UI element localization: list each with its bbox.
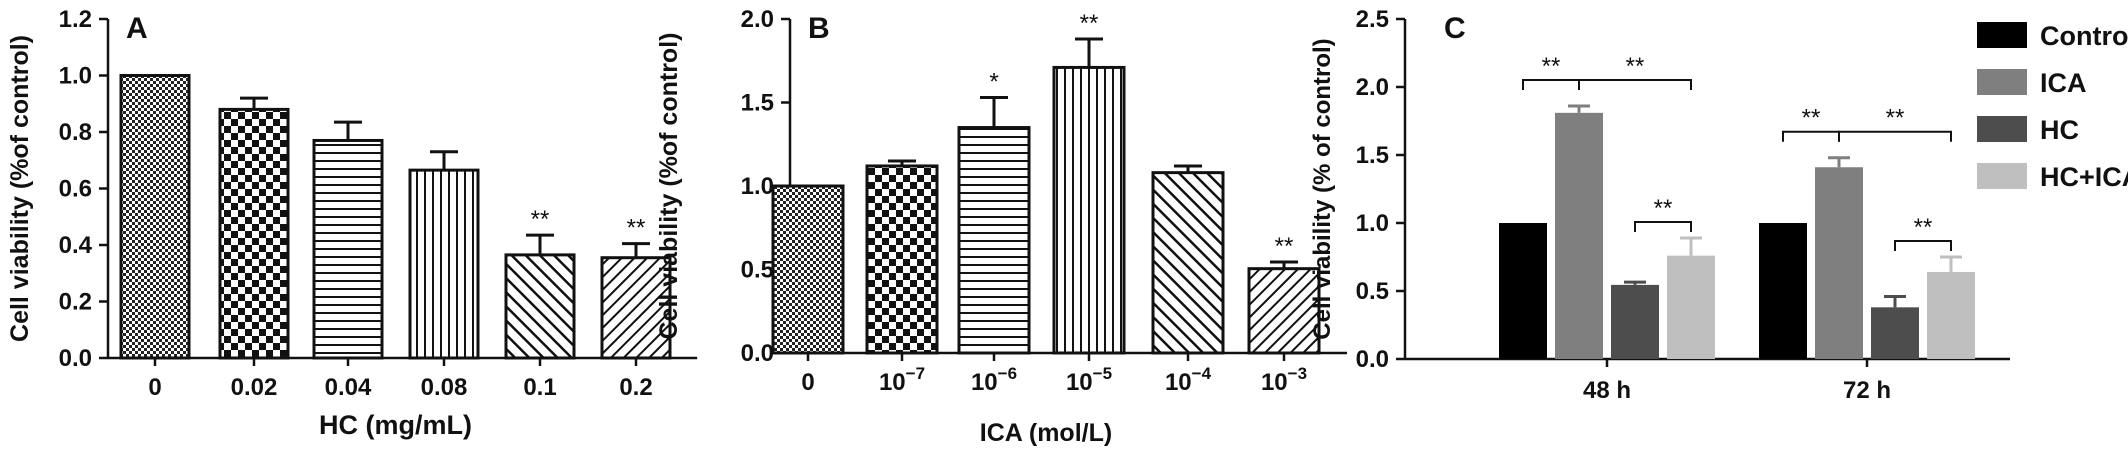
bar bbox=[1815, 167, 1863, 359]
legend: Control ICA HC HC+ICA bbox=[1977, 21, 2128, 192]
x-axis-title: HC (mg/mL) bbox=[319, 410, 472, 440]
x-axis-title: ICA (mol/L) bbox=[980, 419, 1112, 447]
panel-a: A 0.0 0.2 0.4 0.6 0.8 1.0 1.2 Cell viability (%o… bbox=[6, 6, 698, 440]
bar bbox=[1499, 223, 1547, 359]
significance-bracket bbox=[1838, 130, 1952, 142]
legend-swatch bbox=[1977, 69, 2027, 95]
y-tick-label: 1.2 bbox=[59, 6, 92, 33]
legend-swatch bbox=[1977, 163, 2027, 189]
y-tick-label: 0.8 bbox=[59, 119, 92, 146]
y-tick-label: 1.5 bbox=[741, 90, 774, 117]
panel-letter: C bbox=[1444, 12, 1466, 45]
significance-label: ** bbox=[1626, 53, 1645, 80]
legend-swatch bbox=[1977, 116, 2027, 142]
bar bbox=[957, 126, 1031, 355]
significance-label: ** bbox=[1275, 233, 1294, 260]
y-tick-label: 0.5 bbox=[1356, 278, 1389, 305]
x-tick-label: 10−5 bbox=[1066, 364, 1112, 396]
y-tick-label: 0.2 bbox=[59, 289, 92, 316]
significance-bracket bbox=[1634, 220, 1692, 232]
legend-label: ICA bbox=[2040, 68, 2087, 98]
legend-label: HC bbox=[2040, 115, 2079, 145]
bar bbox=[1759, 223, 1807, 359]
bar bbox=[1667, 255, 1715, 359]
x-tick-label: 10−7 bbox=[879, 364, 925, 396]
bar bbox=[1151, 171, 1225, 355]
panel-letter: B bbox=[808, 12, 830, 45]
y-tick-label: 1.0 bbox=[59, 63, 92, 90]
bar bbox=[1871, 307, 1919, 359]
significance-bracket bbox=[1894, 240, 1952, 251]
x-tick-label: 0 bbox=[801, 369, 814, 396]
y-tick-label: 0.0 bbox=[741, 340, 774, 367]
x-tick-label: 0.08 bbox=[421, 374, 468, 401]
significance-label: ** bbox=[1654, 195, 1673, 222]
significance-label: * bbox=[989, 68, 998, 95]
y-tick-label: 2.0 bbox=[741, 6, 774, 33]
panel-c: C 0.0 0.5 1.0 1.5 2.0 2.5 Cell viability (% of … bbox=[1309, 6, 2010, 404]
legend-swatch bbox=[1977, 22, 2027, 48]
bar bbox=[1555, 112, 1603, 359]
bar bbox=[408, 168, 480, 360]
x-tick-label: 0.04 bbox=[325, 374, 372, 401]
y-tick-label: 0.6 bbox=[59, 176, 92, 203]
significance-bracket bbox=[1782, 130, 1840, 142]
y-axis-title: Cell viability (%of control) bbox=[6, 35, 34, 342]
y-tick-label: 1.5 bbox=[1356, 142, 1389, 169]
x-tick-label: 0.1 bbox=[523, 374, 556, 401]
significance-label: ** bbox=[1802, 105, 1821, 132]
significance-label: ** bbox=[1914, 214, 1933, 241]
x-tick-label: 10−3 bbox=[1261, 364, 1307, 396]
y-tick-label: 0.0 bbox=[59, 345, 92, 372]
y-tick-label: 0.4 bbox=[59, 232, 93, 259]
bar bbox=[504, 253, 576, 360]
y-axis-title: Cell viability (% of control) bbox=[1309, 38, 1336, 339]
significance-bracket bbox=[1522, 79, 1580, 91]
bar bbox=[119, 74, 191, 360]
bar bbox=[1611, 284, 1659, 359]
significance-label: ** bbox=[627, 215, 646, 242]
y-tick-label: 0.0 bbox=[1356, 346, 1389, 373]
bar bbox=[771, 184, 845, 355]
significance-label: ** bbox=[1080, 10, 1099, 37]
y-tick-label: 1.0 bbox=[1356, 210, 1389, 237]
significance-label: ** bbox=[1542, 53, 1561, 80]
y-axis-title: Cell viability (%of control) bbox=[655, 33, 683, 340]
x-tick-label: 48 h bbox=[1583, 377, 1631, 404]
significance-label: ** bbox=[1886, 105, 1905, 132]
y-tick-label: 2.5 bbox=[1356, 6, 1389, 33]
y-tick-label: 0.5 bbox=[741, 257, 774, 284]
y-tick-label: 2.0 bbox=[1356, 74, 1389, 101]
legend-label: HC+ICA bbox=[2040, 162, 2128, 192]
x-tick-label: 0.02 bbox=[231, 374, 278, 401]
bar bbox=[218, 107, 290, 360]
x-tick-label: 10−6 bbox=[971, 364, 1017, 396]
x-tick-label: 10−4 bbox=[1165, 364, 1212, 396]
bar bbox=[865, 164, 939, 355]
significance-bracket bbox=[1578, 79, 1692, 91]
significance-label: ** bbox=[531, 206, 550, 233]
x-tick-label: 0.2 bbox=[619, 374, 652, 401]
y-tick-label: 1.0 bbox=[741, 173, 774, 200]
bar bbox=[312, 138, 384, 360]
panel-letter: A bbox=[126, 12, 148, 45]
legend-label: Control bbox=[2040, 21, 2128, 51]
bar bbox=[1927, 271, 1975, 359]
x-tick-label: 72 h bbox=[1843, 377, 1891, 404]
x-tick-label: 0 bbox=[148, 374, 161, 401]
bar bbox=[1052, 65, 1126, 355]
panel-b: B 0.0 0.5 1.0 1.5 2.0 Cell viability (%of cont… bbox=[655, 6, 1347, 447]
